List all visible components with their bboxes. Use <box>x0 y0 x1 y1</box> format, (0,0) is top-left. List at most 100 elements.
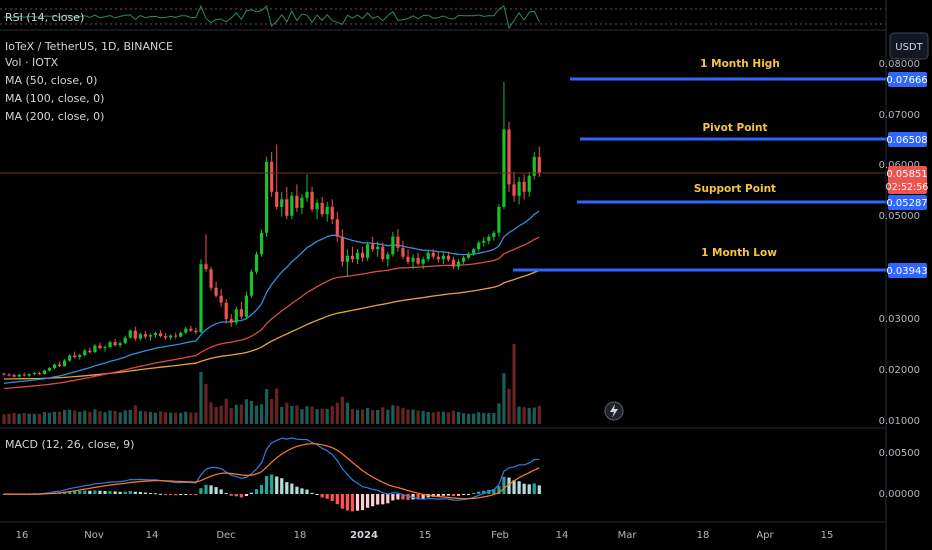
candle-body <box>482 240 486 243</box>
pivot-tag-text: 0.06508 <box>886 135 927 146</box>
month-high-tag <box>888 72 927 87</box>
volume-bar <box>290 406 294 424</box>
volume-bar <box>360 409 365 424</box>
candle-body <box>133 330 137 339</box>
macd-histogram-bar <box>239 494 243 498</box>
ma50-legend[interactable]: MA (50, close, 0) <box>5 74 97 87</box>
volume-bar <box>229 407 233 424</box>
candle-body <box>456 261 461 267</box>
candle-body <box>391 236 395 255</box>
macd-histogram-bar <box>93 490 97 494</box>
time-tick: 14 <box>146 530 159 541</box>
candle-body <box>78 355 82 358</box>
ma50-line <box>3 210 540 384</box>
macd-histogram-bar <box>461 494 466 496</box>
candle-body <box>229 319 233 323</box>
volume-bar <box>158 411 163 424</box>
candle-body <box>386 254 390 260</box>
candle-body <box>83 350 87 356</box>
currency-button[interactable]: USDT <box>889 32 929 60</box>
volume-bar <box>199 372 203 424</box>
volume-bar <box>7 413 11 424</box>
volume-bar <box>103 412 107 424</box>
candle-body <box>37 373 41 375</box>
volume-bar <box>436 411 440 424</box>
volume-bar <box>68 409 72 424</box>
volume-bar <box>2 414 6 424</box>
candle-body <box>406 256 410 262</box>
volume-bar <box>355 409 360 424</box>
macd-histogram-bar <box>224 492 228 494</box>
volume-bar <box>522 407 526 424</box>
current-price-tag <box>888 166 927 194</box>
candle-body <box>22 374 26 376</box>
volume-legend[interactable]: Vol · IOTX <box>5 56 59 69</box>
price-tick: 0.06000 <box>879 160 920 171</box>
price-axis[interactable]: 0.08000 0.07000 0.06000 0.05000 0.03000 … <box>879 59 920 500</box>
volume-bar <box>477 412 481 424</box>
macd-histogram-bar <box>295 486 299 494</box>
macd-histogram-bar <box>184 494 188 495</box>
macd-histogram-bar <box>310 492 314 494</box>
candle-body <box>340 236 344 262</box>
macd-histogram-bar <box>345 494 349 511</box>
macd-histogram-bar <box>229 494 233 496</box>
macd-line <box>3 437 540 501</box>
volume-bar <box>275 388 279 424</box>
volume-bar <box>174 412 178 424</box>
candle-body <box>310 191 314 210</box>
volume-bar <box>461 413 466 424</box>
candle-body <box>421 259 425 264</box>
volume-bar <box>371 409 375 424</box>
volume-bar <box>467 413 471 424</box>
macd-histogram-bar <box>244 494 248 497</box>
candle-body <box>214 287 218 296</box>
volume-bar <box>295 405 299 424</box>
volume-bar <box>249 400 254 424</box>
macd-histogram-bar <box>492 489 496 494</box>
macd-histogram-bar <box>133 491 137 494</box>
ma200-legend[interactable]: MA (200, close, 0) <box>5 110 104 123</box>
macd-histogram-bar <box>371 494 375 507</box>
candle-body <box>2 373 6 375</box>
volume-bar <box>73 410 77 424</box>
time-tick: Apr <box>756 530 774 541</box>
macd-histogram-bar <box>350 494 355 512</box>
ma100-legend[interactable]: MA (100, close, 0) <box>5 92 104 105</box>
candle-body <box>234 309 238 323</box>
macd-histogram-bar <box>78 490 82 494</box>
macd-histogram-bar <box>472 492 476 494</box>
volume-bar <box>265 389 269 424</box>
candle-body <box>416 257 420 264</box>
symbol-title[interactable]: IoTeX / TetherUS, 1D, BINANCE <box>5 40 173 53</box>
pivot-tag <box>888 132 927 147</box>
volume-bar <box>376 410 380 424</box>
price-tick: 0.02000 <box>879 365 920 376</box>
candle-body <box>497 206 501 233</box>
volume-bar <box>386 409 390 424</box>
candle-body <box>441 255 445 260</box>
macd-label[interactable]: MACD (12, 26, close, 9) <box>5 438 134 451</box>
volume-bar <box>366 407 370 424</box>
volume-bar <box>527 407 531 424</box>
time-axis[interactable]: 16 Nov 14 Dec 18 2024 15 Feb 14 Mar 18 A… <box>16 530 834 541</box>
macd-histogram-bar <box>477 491 481 494</box>
time-tick: 15 <box>821 530 834 541</box>
candle-body <box>158 333 163 337</box>
volume-bar <box>259 404 264 424</box>
macd-histogram-bar <box>249 492 254 494</box>
macd-histogram-bar <box>456 494 461 496</box>
candle-body <box>320 202 324 215</box>
volume-bar <box>532 407 536 424</box>
candle-body <box>431 252 435 257</box>
macd-histogram-bar <box>290 483 294 494</box>
candle-body <box>426 252 430 260</box>
candle-body <box>300 197 304 208</box>
countdown-text: 02:52:56 <box>886 182 929 193</box>
moving-averages <box>3 210 540 390</box>
candle-body <box>502 129 506 207</box>
candle-body <box>47 368 52 371</box>
macd-histogram-bar <box>340 494 344 509</box>
lightning-icon[interactable] <box>604 401 624 421</box>
